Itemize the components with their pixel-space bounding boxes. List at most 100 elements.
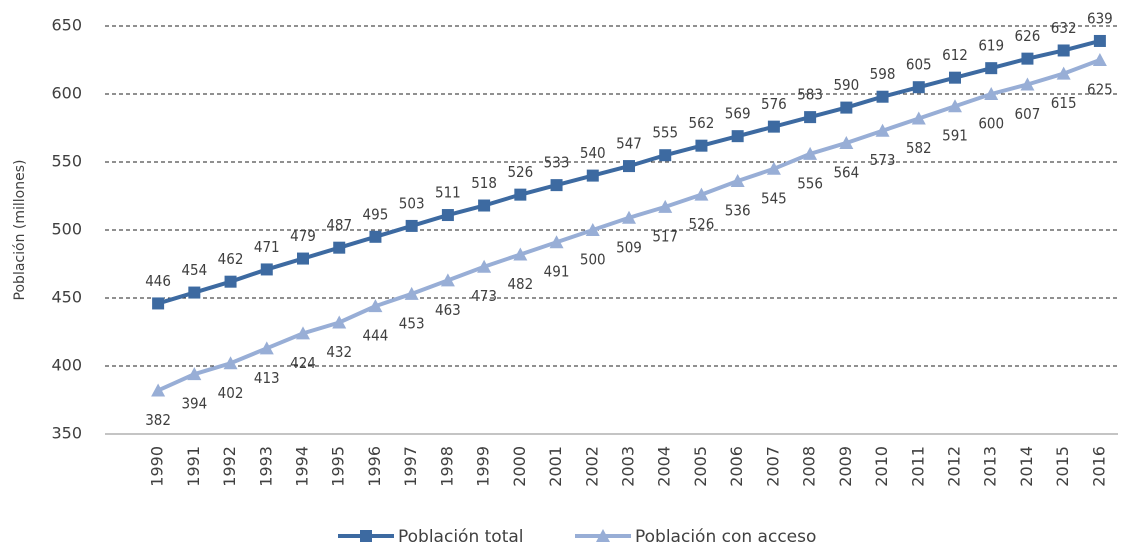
x-tick-label: 2016 <box>1089 446 1108 487</box>
data-label: 424 <box>290 354 316 372</box>
legend-marker <box>596 529 610 542</box>
data-label: 509 <box>616 238 642 256</box>
y-tick-label: 600 <box>51 84 82 103</box>
data-point <box>766 161 781 175</box>
data-label: 615 <box>1051 94 1077 112</box>
data-point <box>368 299 383 313</box>
data-label: 382 <box>145 411 171 429</box>
data-point <box>188 286 201 299</box>
data-point <box>839 135 854 149</box>
data-label: 583 <box>797 86 823 104</box>
data-point <box>585 223 600 236</box>
data-point <box>731 130 744 143</box>
data-label: 564 <box>833 163 859 181</box>
data-point <box>405 219 418 232</box>
data-label: 479 <box>290 227 316 245</box>
x-tick-label: 1999 <box>474 446 493 487</box>
data-point <box>297 252 309 265</box>
data-point <box>694 187 709 201</box>
data-point <box>477 259 492 273</box>
data-point <box>949 71 961 84</box>
data-label: 556 <box>797 174 823 192</box>
data-point <box>1092 53 1107 66</box>
data-label: 576 <box>761 95 787 113</box>
data-point <box>369 230 382 243</box>
data-point <box>152 297 165 310</box>
x-tick-label: 1992 <box>220 446 239 487</box>
data-label: 598 <box>870 65 896 83</box>
data-label: 591 <box>942 127 968 145</box>
data-point <box>260 263 273 276</box>
legend-label: Población con acceso <box>635 527 816 547</box>
data-point <box>1021 52 1034 65</box>
x-tick-label: 1998 <box>437 446 456 487</box>
data-label: 444 <box>363 327 389 345</box>
data-label: 632 <box>1051 19 1077 37</box>
data-label: 639 <box>1087 9 1113 27</box>
y-tick-label: 500 <box>51 220 82 239</box>
data-label: 555 <box>652 124 678 142</box>
data-point <box>985 62 998 75</box>
data-label: 626 <box>1015 27 1041 45</box>
data-point <box>840 101 853 114</box>
data-label: 569 <box>725 105 751 123</box>
legend-label: Población total <box>398 527 524 547</box>
data-label: 526 <box>507 163 533 181</box>
data-point <box>1056 66 1071 80</box>
data-label: 540 <box>580 144 606 162</box>
x-tick-label: 1990 <box>148 446 167 487</box>
y-axis-label: Población (millones) <box>12 160 28 301</box>
data-point <box>514 188 527 201</box>
data-point <box>1093 34 1106 47</box>
x-tick-label: 1995 <box>329 446 348 487</box>
data-point <box>948 99 962 113</box>
data-label: 526 <box>689 215 715 233</box>
data-point <box>513 247 528 261</box>
x-tick-label: 2007 <box>763 446 782 487</box>
data-point <box>695 139 708 152</box>
data-point <box>804 111 817 124</box>
data-point <box>223 356 238 370</box>
y-tick-label: 550 <box>51 152 82 171</box>
data-label: 582 <box>906 139 932 157</box>
x-tick-label: 2005 <box>691 446 710 487</box>
data-point <box>875 123 890 137</box>
data-label: 471 <box>254 238 280 256</box>
data-point <box>549 235 564 249</box>
data-label: 446 <box>145 272 171 290</box>
data-point <box>658 199 673 213</box>
data-point <box>984 87 999 100</box>
x-tick-label: 2015 <box>1053 446 1072 487</box>
data-point <box>876 90 889 103</box>
data-label: 491 <box>544 263 570 281</box>
legend-marker <box>360 530 372 542</box>
data-point <box>404 286 419 300</box>
data-label: 607 <box>1015 105 1041 123</box>
x-tick-label: 2009 <box>836 446 855 487</box>
x-tick-label: 2001 <box>546 446 565 487</box>
data-label: 533 <box>544 154 570 172</box>
x-tick-label: 1996 <box>365 446 384 487</box>
x-tick-label: 2014 <box>1017 446 1036 487</box>
x-tick-label: 1994 <box>293 446 312 487</box>
data-label: 453 <box>399 314 425 332</box>
x-tick-label: 2003 <box>619 446 638 487</box>
data-label: 625 <box>1087 81 1113 99</box>
x-tick-label: 2012 <box>945 446 964 487</box>
x-tick-label: 2010 <box>872 446 891 487</box>
data-point <box>151 383 166 397</box>
data-label: 612 <box>942 46 968 64</box>
data-label: 547 <box>616 135 642 153</box>
x-tick-label: 1993 <box>256 446 275 487</box>
data-point <box>1020 77 1035 91</box>
data-label: 432 <box>326 343 352 361</box>
x-tick-label: 2002 <box>582 446 601 487</box>
data-label: 463 <box>435 301 461 319</box>
data-point <box>912 81 925 94</box>
data-label: 495 <box>363 205 389 223</box>
x-tick-label: 2000 <box>510 446 529 487</box>
data-label: 503 <box>399 194 425 212</box>
y-tick-label: 650 <box>51 16 82 35</box>
data-point <box>622 210 636 224</box>
